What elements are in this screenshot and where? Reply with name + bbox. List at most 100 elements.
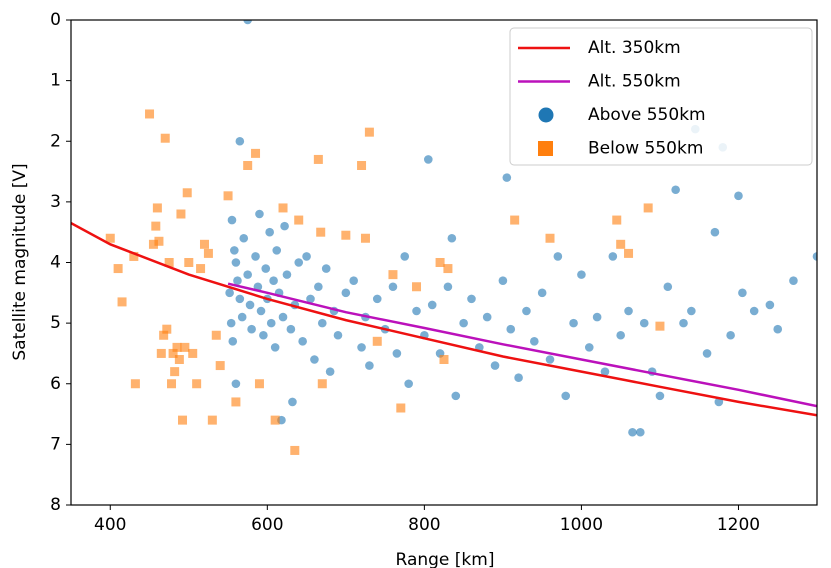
point [738, 288, 747, 298]
point [306, 294, 315, 304]
point [404, 379, 413, 389]
point [537, 288, 547, 298]
point [333, 330, 343, 340]
y-tick-label: 8 [50, 495, 61, 515]
point [624, 248, 634, 258]
point [624, 306, 633, 316]
point [545, 355, 555, 364]
point [278, 312, 288, 322]
point [243, 20, 252, 25]
point [679, 318, 688, 328]
point [188, 348, 198, 358]
point [577, 270, 586, 279]
point [663, 282, 673, 292]
point [392, 349, 402, 358]
point [239, 233, 249, 243]
point [310, 355, 319, 364]
y-axis-label: Satellite magnitude [V] [10, 163, 30, 360]
point [192, 379, 202, 389]
point [734, 191, 743, 201]
point [364, 127, 374, 137]
point [223, 191, 233, 201]
x-tick-label: 1200 [717, 515, 760, 535]
point [545, 233, 555, 243]
point [294, 215, 304, 225]
point [167, 379, 177, 389]
point [490, 361, 500, 370]
point [423, 155, 433, 164]
point [255, 209, 264, 219]
point [196, 264, 206, 274]
point [628, 427, 637, 437]
point [510, 215, 520, 225]
point [321, 264, 331, 273]
point [235, 294, 245, 304]
point [254, 379, 264, 389]
point [162, 324, 172, 334]
point [159, 330, 169, 340]
point [282, 270, 292, 279]
point [325, 367, 335, 376]
point [231, 258, 241, 267]
point [710, 227, 720, 237]
point [530, 337, 539, 346]
point [113, 264, 123, 274]
y-tick-label: 1 [50, 71, 61, 91]
point [726, 330, 735, 340]
point [290, 445, 300, 455]
y-tick-label: 0 [50, 10, 61, 30]
point [117, 297, 127, 307]
point [288, 397, 297, 407]
point [317, 379, 327, 389]
legend-swatch [538, 107, 554, 123]
point [553, 252, 563, 261]
point [247, 324, 256, 334]
x-tick-label: 1000 [560, 515, 603, 535]
point [251, 252, 260, 261]
point [514, 373, 523, 382]
point [243, 270, 252, 279]
point [145, 109, 155, 119]
point [230, 246, 239, 255]
point [168, 348, 178, 358]
point [451, 391, 461, 401]
point [203, 248, 213, 258]
point [439, 355, 449, 364]
point [443, 282, 453, 292]
point [182, 188, 192, 198]
x-tick-label: 600 [251, 515, 283, 535]
point [765, 300, 775, 310]
point [427, 300, 437, 310]
point [269, 276, 278, 285]
y-tick-label: 2 [50, 131, 61, 151]
point [498, 276, 508, 285]
point [459, 318, 468, 328]
point [164, 258, 174, 267]
y-tick-label: 3 [50, 192, 61, 212]
legend-label: Alt. 550km [588, 72, 681, 92]
point [178, 415, 188, 425]
point [251, 148, 261, 158]
point [467, 294, 476, 304]
point [600, 367, 610, 376]
point [687, 306, 696, 316]
point [341, 288, 351, 298]
point [447, 233, 457, 243]
y-tick-label: 6 [50, 374, 61, 394]
point [272, 246, 282, 255]
point [671, 185, 680, 195]
legend-label: Below 550km [588, 139, 703, 159]
point [584, 343, 594, 352]
point [160, 133, 170, 143]
legend-label: Alt. 350km [588, 38, 681, 58]
point [506, 324, 516, 334]
x-tick-label: 400 [94, 515, 126, 535]
point [184, 258, 194, 267]
point [388, 282, 398, 292]
point [412, 282, 422, 292]
point [105, 233, 115, 243]
point [616, 239, 626, 249]
point [314, 282, 323, 292]
point [592, 312, 602, 322]
point [154, 236, 164, 246]
